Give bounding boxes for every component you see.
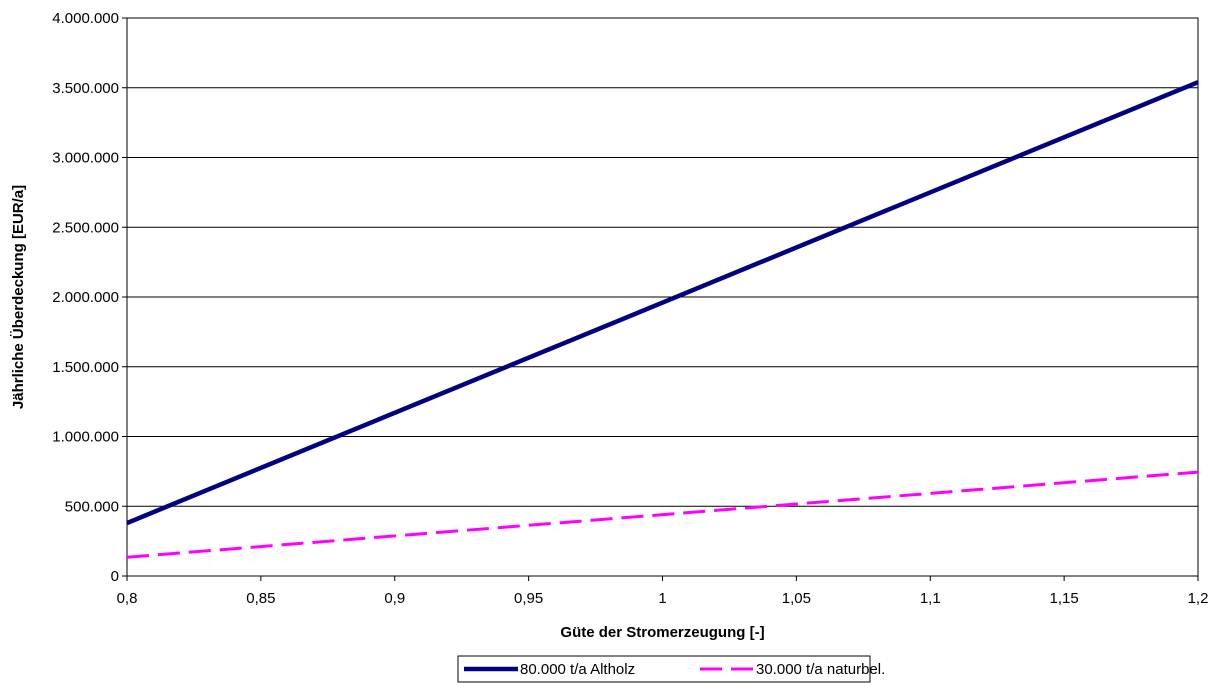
series-line-naturbel — [126, 470, 1199, 559]
y-axis: 0 500.000 1.000.000 1.500.000 2.000.000 2.500… — [52, 10, 127, 585]
gridlines — [127, 17, 1198, 507]
series-line-altholz — [126, 80, 1199, 526]
legend-box — [457, 655, 871, 683]
legend: 80.000 t/a Altholz 30.000 t/a naturbel. — [457, 655, 885, 683]
x-tick-label: 1,2 — [1188, 590, 1209, 607]
y-tick-label: 4.000.000 — [52, 10, 119, 27]
x-tick-label: 1,05 — [782, 590, 811, 607]
series-lines — [126, 80, 1199, 559]
y-tick-label: 1.000.000 — [52, 429, 119, 446]
y-tick-label: 2.500.000 — [52, 219, 119, 236]
x-axis: 0,8 0,85 0,9 0,95 1 1,05 1,1 1,15 1,2 — [117, 576, 1209, 607]
y-tick-label: 3.500.000 — [52, 80, 119, 97]
x-tick-label: 0,95 — [514, 590, 543, 607]
y-tick-label: 1.500.000 — [52, 359, 119, 376]
legend-label-naturbel: 30.000 t/a naturbel. — [756, 661, 885, 678]
x-tick-label: 0,85 — [246, 590, 275, 607]
y-tick-label: 0 — [111, 568, 119, 585]
y-axis-title: Jährliche Überdeckung [EUR/a] — [10, 185, 27, 409]
x-tick-label: 1,15 — [1050, 590, 1079, 607]
x-tick-label: 0,8 — [117, 590, 138, 607]
y-tick-label: 2.000.000 — [52, 289, 119, 306]
y-tick-label: 3.000.000 — [52, 150, 119, 167]
y-tick-label: 500.000 — [65, 498, 119, 515]
x-tick-label: 0,9 — [384, 590, 405, 607]
legend-label-altholz: 80.000 t/a Altholz — [520, 661, 635, 678]
x-tick-label: 1 — [658, 590, 666, 607]
x-tick-label: 1,1 — [920, 590, 941, 607]
x-axis-title: Güte der Stromerzeugung [-] — [560, 624, 764, 641]
